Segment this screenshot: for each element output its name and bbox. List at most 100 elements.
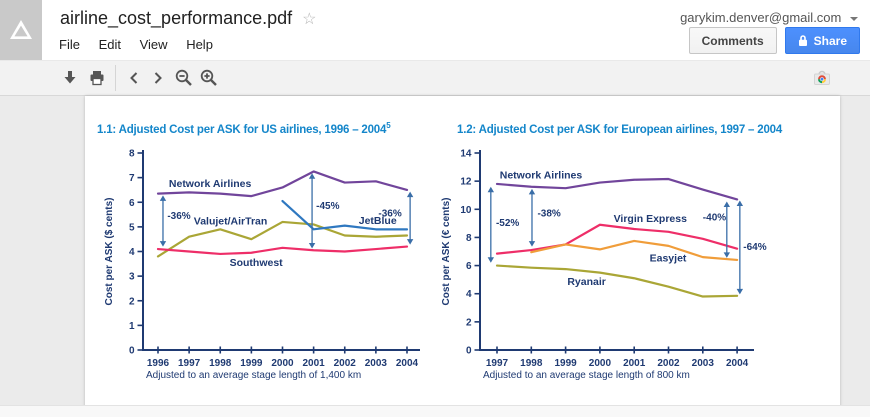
x-tick-label: 1999 (554, 358, 577, 369)
x-tick-label: 1996 (147, 358, 170, 369)
x-tick-label: 1997 (178, 358, 201, 369)
y-tick-label: 10 (460, 205, 472, 216)
series-label: Valujet/AirTran (194, 215, 268, 227)
star-icon[interactable]: ☆ (302, 11, 317, 28)
arrow-head-up (528, 188, 536, 195)
series-line (495, 177, 739, 201)
previous-page-icon[interactable] (128, 70, 140, 86)
y-tick-label: 8 (466, 233, 472, 244)
series-label: Ryanair (567, 276, 606, 288)
print-icon[interactable] (88, 69, 106, 87)
arrow-head-down (736, 288, 744, 295)
lock-icon (798, 34, 808, 47)
chart-title-europe: 1.2: Adjusted Cost per ASK for European … (457, 123, 783, 136)
series-line (156, 220, 409, 258)
chart-europe: 0 2 4 6 8 10 12 14 Cost per ASK (€ cents) 1997 199… (441, 149, 767, 382)
header: airline_cost_performance.pdf ☆ File Edit … (0, 0, 870, 60)
y-tick-label: 0 (466, 346, 472, 357)
menu-item-help[interactable]: Help (186, 37, 213, 52)
y-tick-label: 1 (129, 321, 135, 332)
annotation-label: -45% (316, 201, 339, 212)
header-buttons: Comments Share (688, 27, 860, 54)
y-axis-label: Cost per ASK (€ cents) (441, 198, 452, 306)
toolbar-separator (115, 65, 116, 91)
y-tick-label: 7 (129, 173, 135, 184)
annotation-label: -36% (378, 209, 401, 220)
chart-footnote: Adjusted to an average stage length of 8… (483, 370, 690, 381)
pdf-page: 1.1: Adjusted Cost per ASK for US airlin… (85, 96, 840, 417)
zoom-out-icon[interactable] (174, 68, 194, 88)
account-menu[interactable]: garykim.denver@gmail.com (680, 10, 858, 25)
y-tick-label: 4 (466, 289, 472, 300)
x-tick-label: 2002 (334, 358, 357, 369)
y-tick-label: 8 (129, 149, 135, 160)
open-with-chrome-webstore-icon[interactable] (812, 68, 832, 88)
google-drive-logo-icon[interactable] (0, 0, 42, 60)
x-tick-label: 2002 (657, 358, 680, 369)
document-title-text: airline_cost_performance.pdf (60, 8, 293, 28)
x-tick-label: 2001 (303, 358, 326, 369)
arrow-head-up (736, 200, 744, 207)
arrow-head-up (723, 201, 731, 208)
series-label: Network Airlines (169, 178, 252, 190)
chart-us: 0 1 2 3 4 5 6 7 8 Cost per ASK ($ cents) 1996 1997 1… (104, 149, 420, 381)
share-button[interactable]: Share (784, 27, 860, 54)
arrow-head-up (159, 195, 167, 201)
arrow-head-down (159, 241, 167, 247)
arrow-head-down (406, 239, 414, 245)
annotation-label: -52% (496, 218, 519, 229)
series-line (495, 223, 739, 255)
x-tick-label: 2003 (365, 358, 388, 369)
x-tick-label: 1999 (240, 358, 263, 369)
x-tick-label: 2004 (396, 358, 419, 369)
x-tick-label: 2004 (726, 358, 749, 369)
menu-item-view[interactable]: View (139, 37, 168, 52)
arrow-head-down (723, 252, 731, 258)
y-tick-label: 6 (466, 261, 472, 272)
series-label: Virgin Express (614, 213, 688, 225)
chevron-down-icon (850, 16, 858, 21)
account-email: garykim.denver@gmail.com (680, 10, 842, 25)
annotation-label: -64% (743, 242, 766, 253)
arrow-head-down (308, 243, 316, 249)
y-tick-label: 5 (129, 222, 135, 233)
annotation-label: -40% (703, 213, 726, 224)
x-tick-label: 2003 (692, 358, 715, 369)
toolbar (0, 60, 870, 96)
arrow-head-up (487, 186, 495, 193)
y-tick-label: 3 (129, 272, 135, 283)
title-footnote-marker: 5 (386, 121, 391, 130)
y-tick-label: 2 (466, 317, 472, 328)
x-tick-label: 2001 (623, 358, 646, 369)
arrow-head-up (406, 191, 414, 198)
comments-button[interactable]: Comments (688, 27, 777, 54)
document-title: airline_cost_performance.pdf ☆ (60, 8, 316, 29)
download-icon[interactable] (61, 69, 79, 87)
next-page-icon[interactable] (152, 70, 164, 86)
arrow-head-up (308, 173, 316, 179)
series-line (156, 170, 409, 198)
y-tick-label: 12 (460, 177, 472, 188)
menu-item-edit[interactable]: Edit (98, 37, 121, 52)
series-line (530, 239, 739, 262)
series-line (156, 245, 409, 256)
x-tick-label: 1997 (486, 358, 509, 369)
series-label: Network Airlines (500, 169, 583, 181)
menu-item-file[interactable]: File (59, 37, 80, 52)
menubar: File Edit View Help (59, 37, 228, 52)
annotation-label: -38% (537, 208, 560, 219)
x-tick-label: 1998 (520, 358, 543, 369)
series-label: JetBlue (359, 215, 397, 227)
y-tick-label: 0 (129, 346, 135, 357)
x-tick-label: 2000 (271, 358, 294, 369)
horizontal-scrollbar[interactable] (0, 405, 870, 417)
series-label: Southwest (230, 257, 284, 269)
chart-title-us: 1.1: Adjusted Cost per ASK for US airlin… (97, 121, 391, 136)
x-tick-label: 1998 (209, 358, 232, 369)
series-label: Easyjet (650, 252, 687, 264)
zoom-in-icon[interactable] (199, 68, 219, 88)
y-tick-label: 6 (129, 198, 135, 209)
document-viewer: 1.1: Adjusted Cost per ASK for US airlin… (0, 96, 870, 417)
series-line (495, 264, 739, 298)
